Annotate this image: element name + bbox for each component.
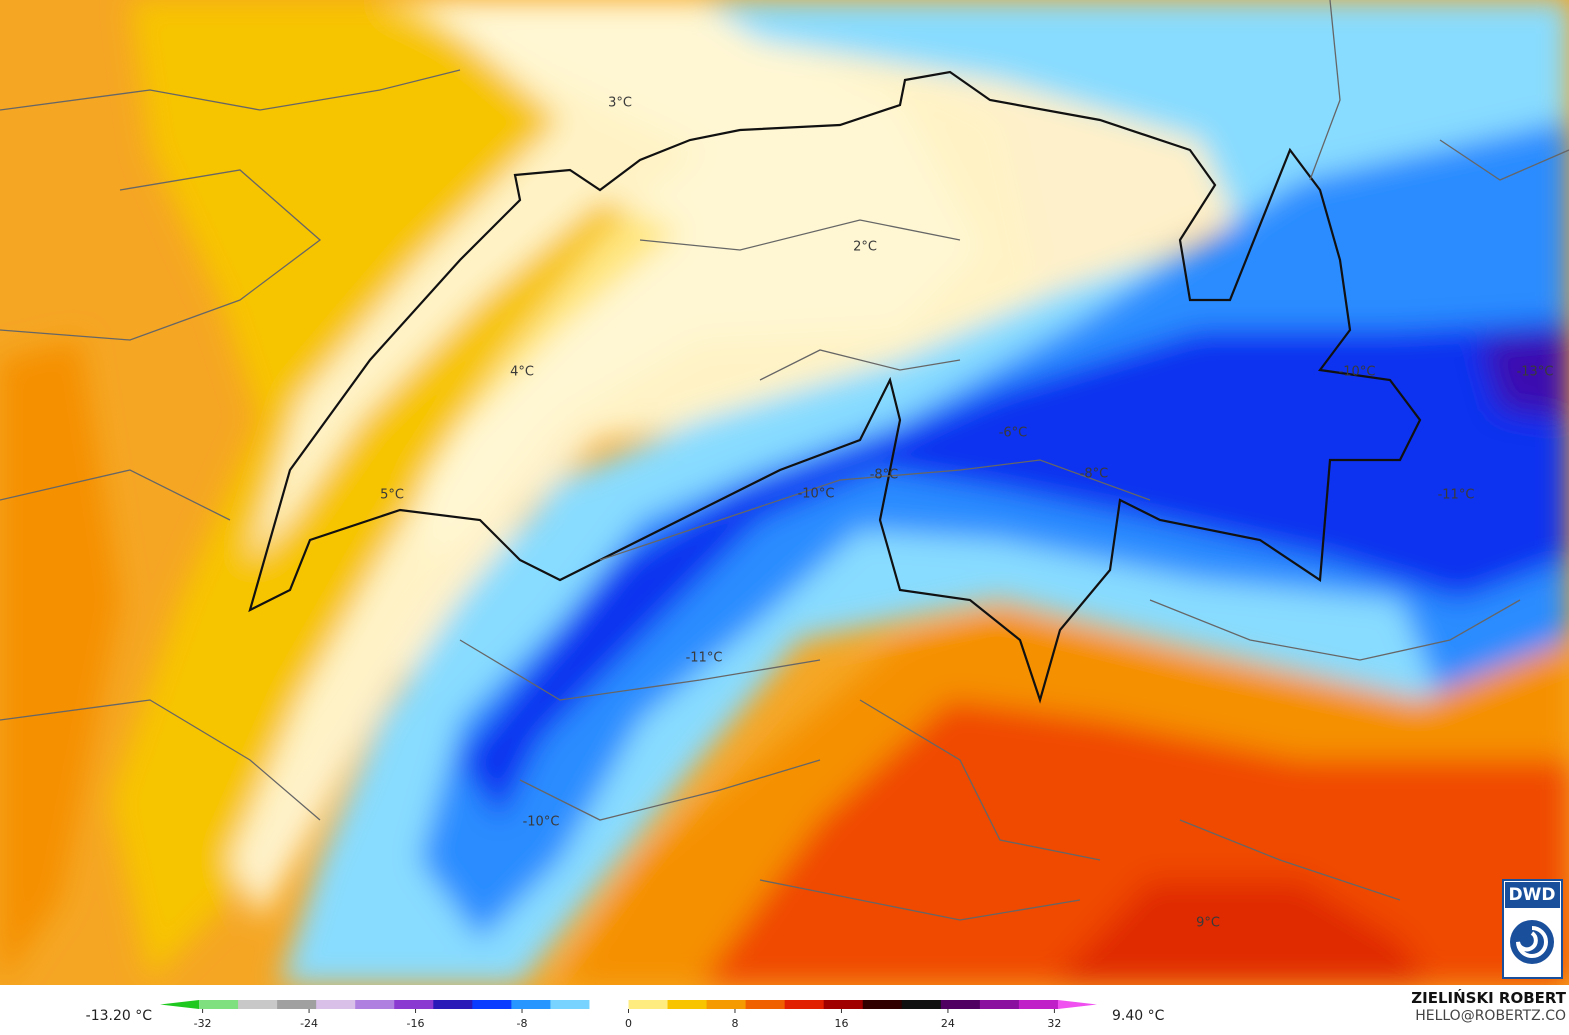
logo-top — [1505, 882, 1560, 908]
colorbar-segment — [862, 1000, 903, 1009]
colorbar: -32 -24 -16 -8 0 8 16 24 32 — [160, 1000, 1097, 1030]
min-label: -13.20 °C — [86, 1008, 153, 1024]
map-label: -8°C — [1080, 467, 1109, 482]
map-label: -8°C — [870, 468, 899, 483]
colorbar-tick-label: 24 — [941, 1017, 955, 1030]
map-label: -10°C — [798, 487, 835, 502]
colorbar-segment — [472, 1000, 512, 1009]
country-border — [248, 70, 1422, 704]
colorbar-tick-label: 8 — [731, 1017, 738, 1030]
map-label: -11°C — [1438, 488, 1475, 503]
temperature-field — [0, 0, 1569, 985]
credit-name: ZIELIŃSKI ROBERT — [1411, 988, 1566, 1007]
colorbar-segment — [1018, 1000, 1059, 1009]
credit-email: HELLO@ROBERTZ.CO — [1415, 1008, 1566, 1024]
logo-swirl-line — [1516, 926, 1548, 958]
map-label: 9°C — [1196, 916, 1220, 931]
colorbar-segment — [277, 1000, 317, 1009]
map-label: -11°C — [686, 651, 723, 666]
colorbar-segment — [901, 1000, 942, 1009]
field-shading — [0, 0, 1569, 985]
colorbar-tick-label: -16 — [407, 1017, 425, 1030]
colorbar-segment — [589, 1000, 629, 1009]
map-label: 4°C — [510, 365, 534, 380]
colorbar-segment — [394, 1000, 434, 1009]
colorbar-segment — [433, 1000, 473, 1009]
colorbar-segment — [316, 1000, 356, 1009]
colorbar-tick-label: -32 — [194, 1017, 212, 1030]
colorbar-tick-label: -24 — [300, 1017, 318, 1030]
colorbar-segment — [238, 1000, 278, 1009]
colorbar-segment — [667, 1000, 708, 1009]
map-label: -13°C — [1517, 365, 1554, 380]
colorbar-segment — [706, 1000, 747, 1009]
colorbar-tick-label: 32 — [1047, 1017, 1061, 1030]
colorbar-tick-label: -8 — [517, 1017, 528, 1030]
colorbar-tick-label: 16 — [834, 1017, 848, 1030]
colorbar-segment — [940, 1000, 981, 1009]
colorbar-segment — [511, 1000, 551, 1009]
map-label: -10°C — [1339, 365, 1376, 380]
colorbar-segment — [355, 1000, 395, 1009]
map-label: -10°C — [523, 815, 560, 830]
max-label: 9.40 °C — [1112, 1008, 1165, 1024]
colorbar-segment — [784, 1000, 825, 1009]
map-label: 5°C — [380, 488, 404, 503]
logo-text: DWD — [1509, 885, 1556, 905]
colorbar-segment — [160, 1000, 200, 1009]
colorbar-segment — [1057, 1000, 1097, 1009]
colorbar-segment — [745, 1000, 786, 1009]
colorbar-segment — [823, 1000, 864, 1009]
map-label: -6°C — [999, 426, 1028, 441]
colorbar-tick-label: 0 — [625, 1017, 632, 1030]
colorbar-segment — [199, 1000, 239, 1009]
colorbar-segment — [550, 1000, 590, 1009]
dwd-logo: DWD — [1502, 879, 1563, 979]
colorbar-segment — [979, 1000, 1020, 1009]
map-label: 3°C — [608, 96, 632, 111]
map-label: 2°C — [853, 240, 877, 255]
region-borders — [0, 0, 1569, 921]
colorbar-segment — [628, 1000, 669, 1009]
